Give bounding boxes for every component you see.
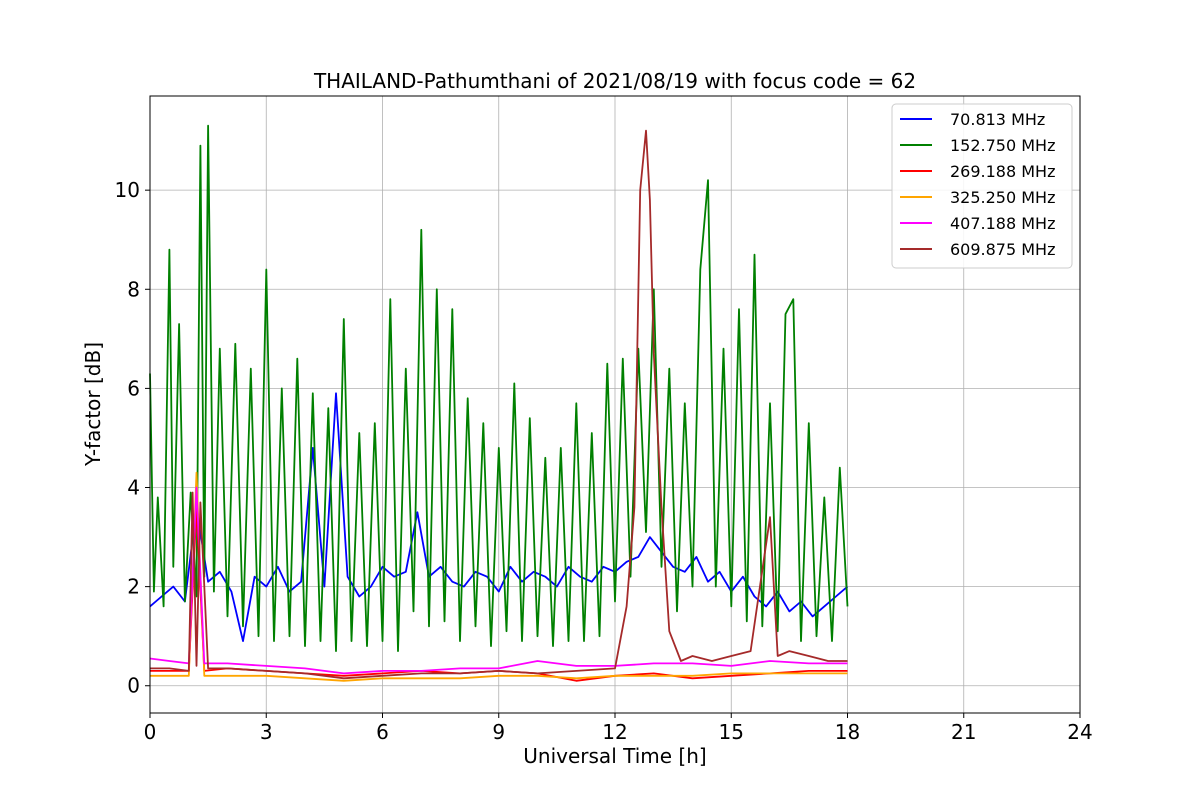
y-tick-label: 0	[127, 674, 140, 698]
x-tick-label: 21	[951, 720, 976, 744]
legend-label: 269.188 MHz	[950, 162, 1055, 181]
y-tick-label: 4	[127, 476, 140, 500]
x-tick-label: 9	[492, 720, 505, 744]
series-line-5	[150, 129, 848, 680]
legend-label: 325.250 MHz	[950, 188, 1055, 207]
series-line-1	[149, 124, 849, 652]
legend: 70.813 MHz 152.750 MHz 269.188 MHz 325.250 …	[891, 103, 1073, 269]
y-tick-label: 6	[127, 376, 140, 400]
x-tick-label: 0	[144, 720, 157, 744]
legend-label: 609.875 MHz	[950, 240, 1055, 259]
x-axis: 0 3 6 9 12 15 18 21 24	[144, 713, 1093, 744]
legend-label: 70.813 MHz	[950, 110, 1045, 129]
x-tick-label: 6	[376, 720, 389, 744]
y-axis: 0 2 4 6 8 10	[115, 178, 150, 698]
series-line-4	[149, 486, 848, 675]
x-tick-label: 12	[602, 720, 627, 744]
series-layer	[149, 124, 849, 682]
y-tick-label: 8	[127, 277, 140, 301]
x-tick-label: 18	[835, 720, 860, 744]
x-tick-label: 15	[719, 720, 744, 744]
y-tick-label: 10	[115, 178, 140, 202]
x-tick-label: 24	[1067, 720, 1092, 744]
legend-box	[891, 103, 1073, 269]
x-tick-label: 3	[260, 720, 273, 744]
legend-label: 407.188 MHz	[950, 214, 1055, 233]
legend-label: 152.750 MHz	[950, 136, 1055, 155]
y-axis-label: Y-factor [dB]	[81, 342, 105, 467]
x-axis-label: Universal Time [h]	[523, 744, 706, 768]
y-tick-label: 2	[127, 575, 140, 599]
series-line-3	[150, 471, 848, 682]
chart-title: THAILAND-Pathumthani of 2021/08/19 with …	[313, 69, 916, 93]
